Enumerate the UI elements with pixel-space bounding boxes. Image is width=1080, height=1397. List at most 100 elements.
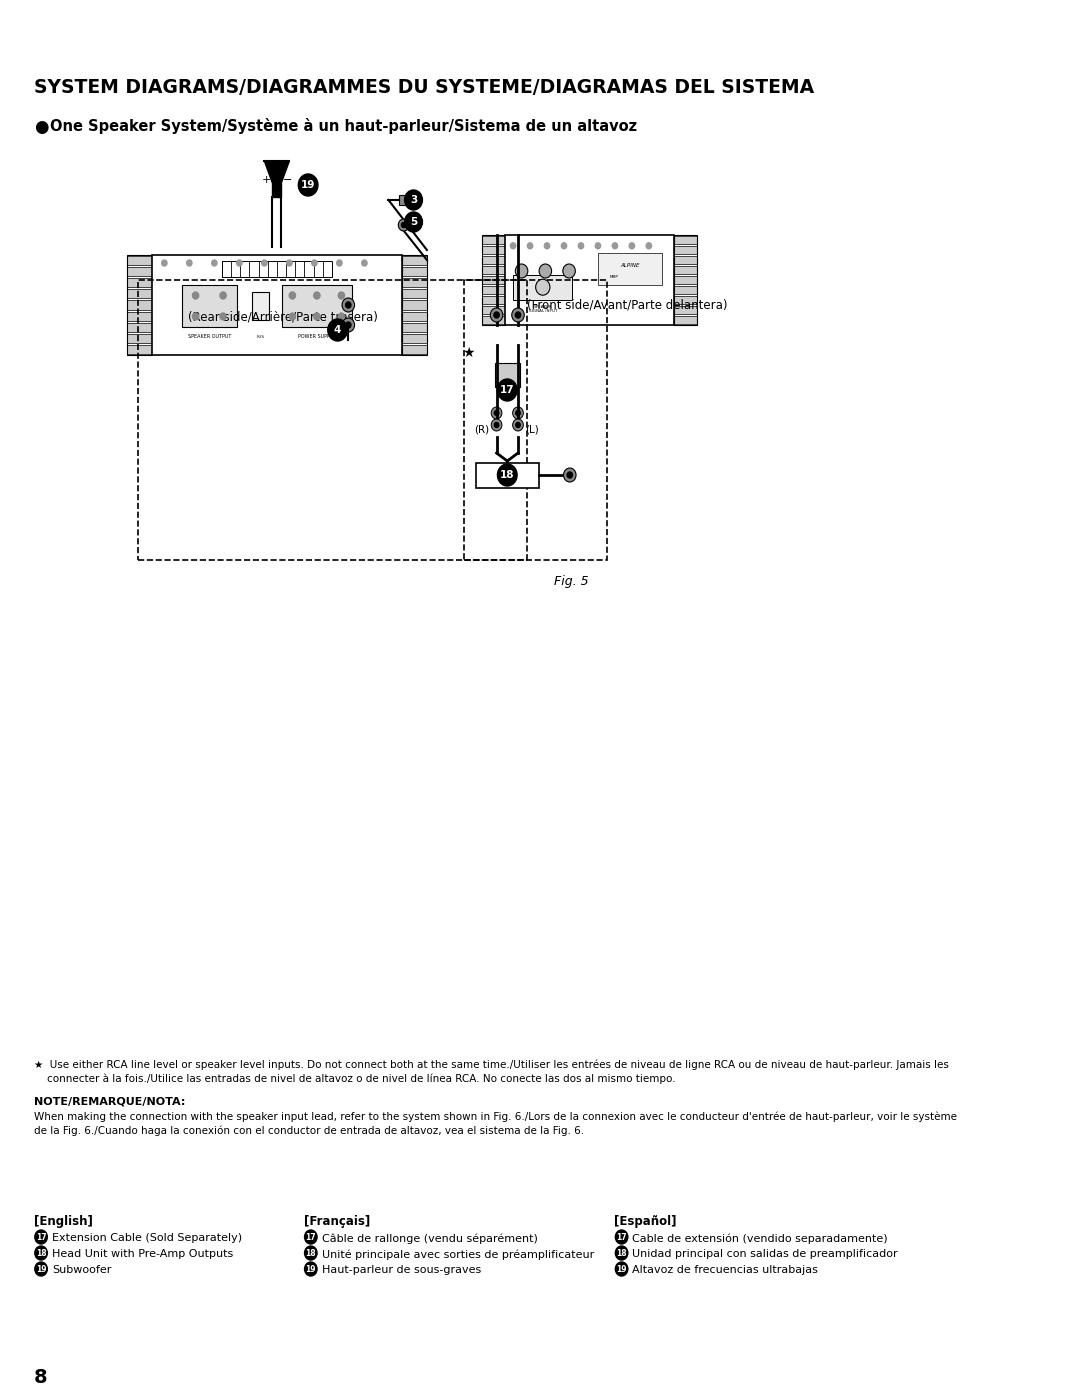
FancyBboxPatch shape xyxy=(674,306,697,314)
FancyBboxPatch shape xyxy=(402,278,427,288)
FancyBboxPatch shape xyxy=(483,306,504,314)
Text: Fig. 5: Fig. 5 xyxy=(554,576,589,588)
Circle shape xyxy=(289,313,296,320)
FancyBboxPatch shape xyxy=(402,334,427,342)
Text: Haut-parleur de sous-graves: Haut-parleur de sous-graves xyxy=(322,1266,481,1275)
Circle shape xyxy=(402,222,406,228)
FancyBboxPatch shape xyxy=(674,286,697,293)
Circle shape xyxy=(567,472,572,478)
Circle shape xyxy=(494,312,499,319)
Text: Extension Cable (Sold Separately): Extension Cable (Sold Separately) xyxy=(52,1234,242,1243)
Circle shape xyxy=(495,411,499,415)
Circle shape xyxy=(338,292,345,299)
Circle shape xyxy=(512,307,524,321)
FancyBboxPatch shape xyxy=(126,278,152,288)
Text: connecter à la fois./Utilice las entradas de nivel de altavoz o de nivel de líne: connecter à la fois./Utilice las entrada… xyxy=(33,1074,676,1084)
Circle shape xyxy=(35,1261,48,1275)
Text: 17: 17 xyxy=(500,386,514,395)
Text: 8: 8 xyxy=(33,1368,48,1387)
FancyBboxPatch shape xyxy=(402,289,427,299)
Circle shape xyxy=(399,219,409,231)
Circle shape xyxy=(338,313,345,320)
Text: 17: 17 xyxy=(617,1232,626,1242)
Circle shape xyxy=(516,422,521,427)
Circle shape xyxy=(192,313,199,320)
Text: (L): (L) xyxy=(525,425,539,434)
Circle shape xyxy=(498,464,517,486)
Circle shape xyxy=(342,298,354,312)
Text: 19: 19 xyxy=(301,180,315,190)
Text: ●: ● xyxy=(33,117,49,136)
Circle shape xyxy=(362,260,367,265)
Text: When making the connection with the speaker input lead, refer to the system show: When making the connection with the spea… xyxy=(33,1112,957,1123)
Text: +: + xyxy=(261,175,271,184)
Circle shape xyxy=(162,260,167,265)
Text: Cable de extensión (vendido separadamente): Cable de extensión (vendido separadament… xyxy=(632,1234,888,1243)
Circle shape xyxy=(516,411,521,415)
Circle shape xyxy=(513,407,524,419)
Text: Head Unit with Pre-Amp Outputs: Head Unit with Pre-Amp Outputs xyxy=(52,1249,233,1259)
Circle shape xyxy=(578,243,583,249)
FancyBboxPatch shape xyxy=(402,345,427,353)
Circle shape xyxy=(564,468,576,482)
FancyBboxPatch shape xyxy=(483,265,504,274)
Circle shape xyxy=(498,379,517,401)
Text: −: − xyxy=(283,175,293,184)
Text: One Speaker System/Système à un haut-parleur/Sistema de un altavoz: One Speaker System/Système à un haut-par… xyxy=(50,117,637,134)
FancyBboxPatch shape xyxy=(126,256,152,265)
FancyBboxPatch shape xyxy=(674,246,697,254)
Circle shape xyxy=(491,407,502,419)
FancyBboxPatch shape xyxy=(126,334,152,342)
FancyBboxPatch shape xyxy=(402,256,427,265)
Text: NOTE/REMARQUE/NOTA:: NOTE/REMARQUE/NOTA: xyxy=(33,1097,186,1106)
Text: ★: ★ xyxy=(462,346,474,360)
Circle shape xyxy=(237,260,242,265)
Text: [Français]: [Français] xyxy=(303,1215,370,1228)
Circle shape xyxy=(286,260,292,265)
Text: 17: 17 xyxy=(306,1232,316,1242)
FancyBboxPatch shape xyxy=(272,183,281,197)
FancyBboxPatch shape xyxy=(598,253,662,285)
Circle shape xyxy=(539,264,552,278)
Circle shape xyxy=(491,419,502,432)
FancyBboxPatch shape xyxy=(126,323,152,331)
Text: ★  Use either RCA line level or speaker level inputs. Do not connect both at the: ★ Use either RCA line level or speaker l… xyxy=(33,1060,949,1070)
Text: 19: 19 xyxy=(36,1264,46,1274)
Circle shape xyxy=(261,260,267,265)
Circle shape xyxy=(298,175,318,196)
Circle shape xyxy=(337,260,342,265)
Circle shape xyxy=(312,260,318,265)
Circle shape xyxy=(595,243,600,249)
FancyBboxPatch shape xyxy=(476,462,539,488)
Text: Unité principale avec sorties de préamplificateur: Unité principale avec sorties de préampl… xyxy=(322,1249,594,1260)
Circle shape xyxy=(342,319,354,332)
Circle shape xyxy=(212,260,217,265)
Text: Unidad principal con salidas de preamplificador: Unidad principal con salidas de preampli… xyxy=(632,1249,897,1259)
Circle shape xyxy=(511,243,516,249)
Text: SYSTEM DIAGRAMS/DIAGRAMMES DU SYSTEME/DIAGRAMAS DEL SISTEMA: SYSTEM DIAGRAMS/DIAGRAMMES DU SYSTEME/DI… xyxy=(33,78,814,96)
FancyBboxPatch shape xyxy=(674,277,697,284)
Circle shape xyxy=(314,292,320,299)
FancyBboxPatch shape xyxy=(402,300,427,310)
Circle shape xyxy=(405,212,422,232)
Circle shape xyxy=(495,422,499,427)
Text: 17: 17 xyxy=(36,1232,46,1242)
FancyBboxPatch shape xyxy=(483,296,504,305)
Circle shape xyxy=(327,319,348,341)
Circle shape xyxy=(612,243,618,249)
FancyBboxPatch shape xyxy=(483,246,504,254)
Circle shape xyxy=(562,243,567,249)
FancyBboxPatch shape xyxy=(483,286,504,293)
FancyBboxPatch shape xyxy=(152,256,402,355)
FancyBboxPatch shape xyxy=(483,256,504,264)
Text: 19: 19 xyxy=(617,1264,626,1274)
FancyBboxPatch shape xyxy=(483,316,504,324)
Circle shape xyxy=(616,1229,627,1243)
Text: 18: 18 xyxy=(500,469,514,481)
Text: de la Fig. 6./Cuando haga la conexión con el conductor de entrada de altavoz, ve: de la Fig. 6./Cuando haga la conexión co… xyxy=(33,1125,584,1136)
Circle shape xyxy=(192,292,199,299)
Text: Subwoofer: Subwoofer xyxy=(52,1266,111,1275)
Text: FUS: FUS xyxy=(257,335,265,339)
Circle shape xyxy=(305,1229,318,1243)
FancyBboxPatch shape xyxy=(282,285,352,327)
